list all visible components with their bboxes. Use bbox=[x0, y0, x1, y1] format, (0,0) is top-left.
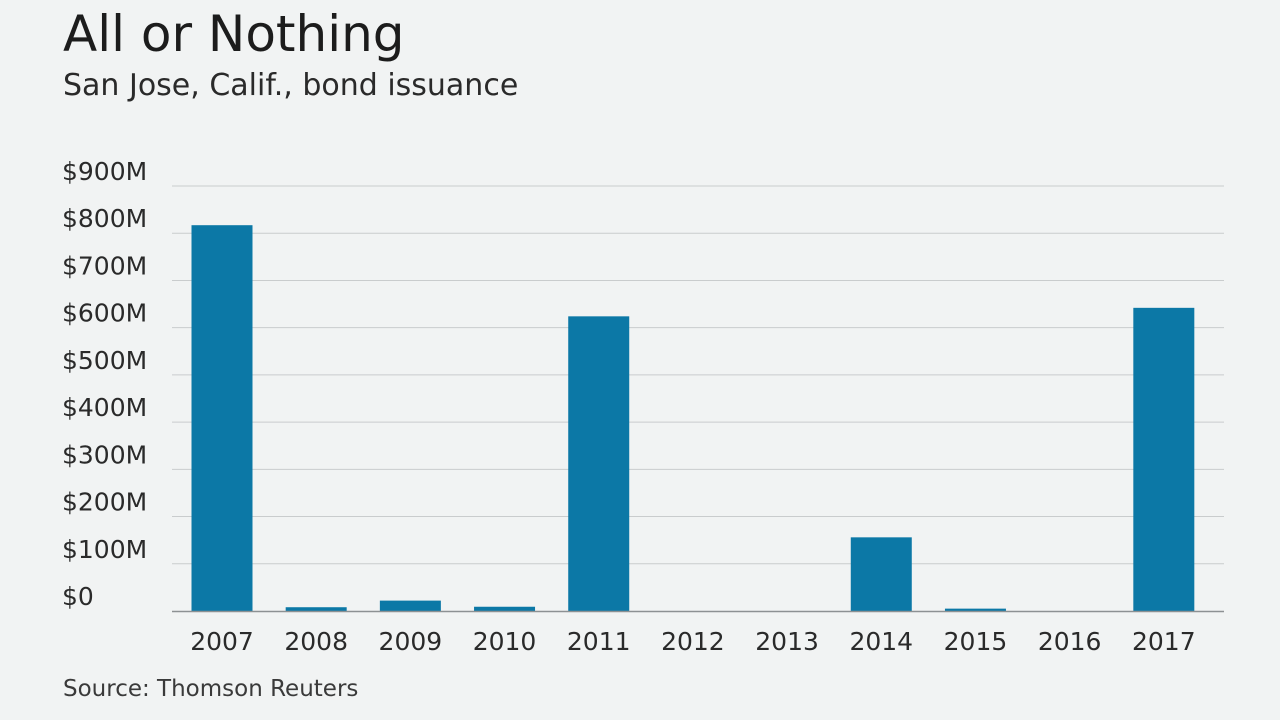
chart-title: All or Nothing bbox=[63, 5, 405, 63]
source-note: Source: Thomson Reuters bbox=[63, 676, 359, 702]
y-tick-label: $200M bbox=[62, 488, 147, 517]
y-tick-label: $800M bbox=[62, 204, 147, 233]
x-tick-label: 2007 bbox=[190, 627, 254, 656]
bar-2014 bbox=[850, 537, 912, 611]
bar-2008 bbox=[285, 607, 347, 611]
x-tick-label: 2009 bbox=[379, 627, 443, 656]
x-tick-label: 2017 bbox=[1132, 627, 1196, 656]
y-tick-label: $500M bbox=[62, 346, 147, 375]
x-tick-label: 2011 bbox=[567, 627, 631, 656]
y-tick-label: $300M bbox=[62, 440, 147, 469]
y-tick-label: $100M bbox=[62, 535, 147, 564]
y-axis-tick-labels: $0 $100M $200M $300M $400M $500M $600M $700M $80… bbox=[62, 157, 147, 611]
x-axis-tick-labels: 2007 2008 2009 2010 2011 2012 2013 2014 2015 2016… bbox=[190, 627, 1195, 656]
x-tick-label: 2012 bbox=[661, 627, 725, 656]
bar-2017 bbox=[1133, 307, 1195, 611]
y-tick-label: $700M bbox=[62, 251, 147, 280]
bar-2010 bbox=[474, 606, 536, 611]
y-tick-label: $900M bbox=[62, 157, 147, 186]
bar-2015 bbox=[944, 608, 1006, 611]
bar-2007 bbox=[191, 225, 253, 611]
x-tick-label: 2010 bbox=[473, 627, 537, 656]
gridlines bbox=[172, 185, 1224, 565]
y-tick-label: $400M bbox=[62, 393, 147, 422]
y-tick-label: $600M bbox=[62, 299, 147, 328]
bar-2009 bbox=[379, 600, 441, 611]
bars bbox=[191, 225, 1195, 611]
x-tick-label: 2016 bbox=[1038, 627, 1102, 656]
x-tick-label: 2015 bbox=[944, 627, 1008, 656]
chart-subtitle: San Jose, Calif., bond issuance bbox=[63, 68, 519, 103]
x-tick-label: 2008 bbox=[284, 627, 348, 656]
bar-2011 bbox=[568, 316, 630, 611]
x-tick-label: 2013 bbox=[755, 627, 819, 656]
y-tick-label: $0 bbox=[62, 582, 94, 611]
x-tick-label: 2014 bbox=[849, 627, 913, 656]
